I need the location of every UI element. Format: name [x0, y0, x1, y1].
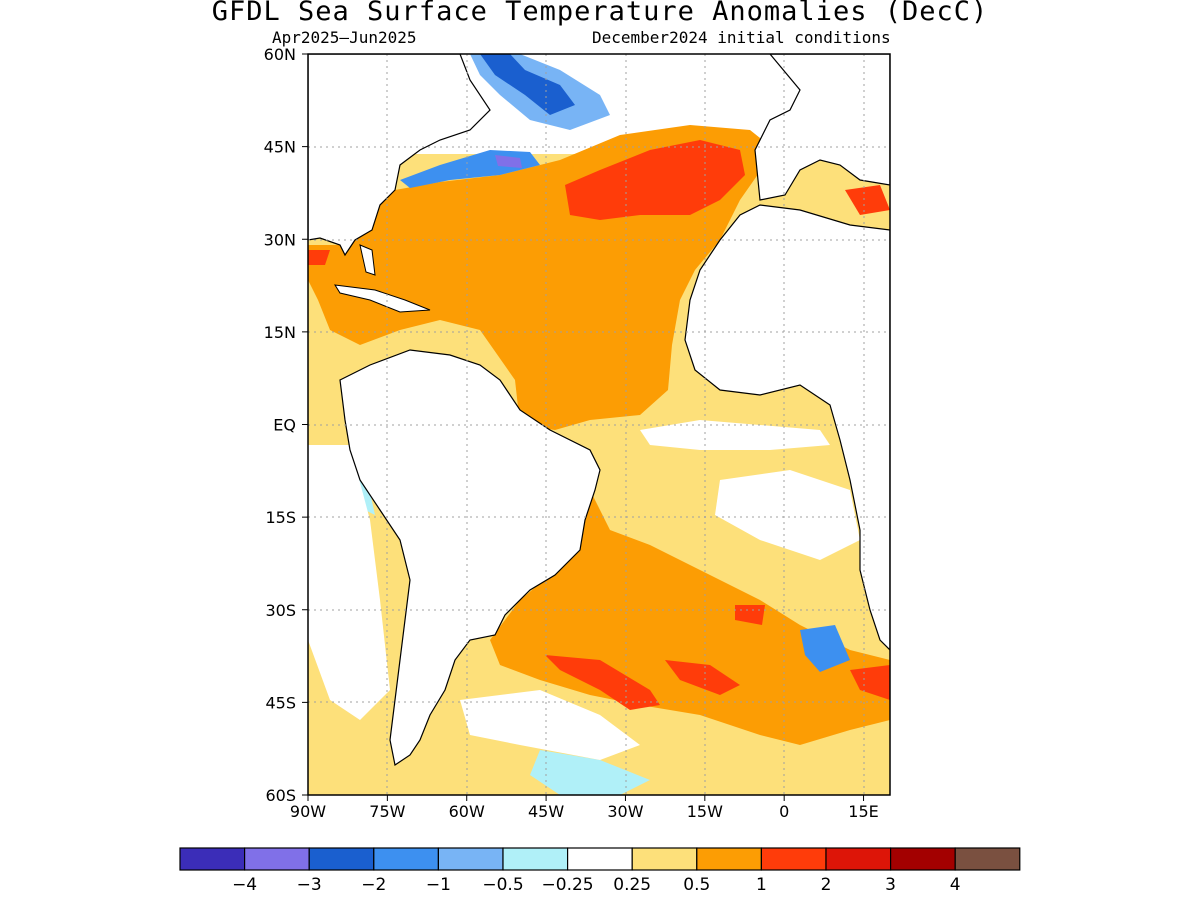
- lon-tick-label: 75W: [369, 802, 405, 821]
- colorbar-swatch: [373, 847, 439, 871]
- lat-tick-label: 60S: [265, 786, 296, 805]
- colorbar-swatch: [179, 847, 246, 871]
- lon-tick-label: 90W: [290, 802, 326, 821]
- lat-tick-label: 30N: [264, 230, 296, 249]
- caribbean-islands: [334, 284, 431, 313]
- colorbar-label: −0.5: [482, 875, 523, 895]
- hotspot-south-1: [545, 655, 660, 710]
- cool-labrador-core: [480, 54, 575, 115]
- lat-tick-label: 15S: [265, 508, 296, 527]
- colorbar-label: 0.5: [683, 875, 710, 895]
- lon-tick-label: 0: [779, 802, 789, 821]
- hotspot-gulf: [308, 250, 330, 265]
- colorbar-label: 2: [821, 875, 832, 895]
- colorbar-label: −3: [297, 875, 322, 895]
- lon-tick-label: 60W: [449, 802, 485, 821]
- neutral-south-central: [715, 470, 860, 560]
- map-title: GFDL Sea Surface Temperature Anomalies (…: [211, 0, 989, 27]
- north-america-land: [308, 54, 491, 257]
- colorbar-label: −2: [361, 875, 386, 895]
- lat-tick-label: 60N: [264, 45, 296, 64]
- initial-conditions: December2024 initial conditions: [592, 28, 891, 47]
- colorbar-swatch: [696, 847, 762, 871]
- colorbar-swatch: [954, 847, 1021, 871]
- neutral-southern: [460, 690, 640, 760]
- lat-tick-label: EQ: [273, 416, 296, 435]
- africa-land: [684, 204, 890, 651]
- lat-tick-label: 45N: [264, 138, 296, 157]
- lat-tick-label: 30S: [265, 601, 296, 620]
- south-america-land: [339, 349, 601, 766]
- lon-tick-label: 45W: [528, 802, 564, 821]
- lat-tick-label: 45S: [265, 693, 296, 712]
- lat-tick-label: 15N: [264, 323, 296, 342]
- colorbar-swatch: [631, 847, 698, 871]
- colorbar-swatch: [889, 847, 956, 871]
- hotspot-south-2: [665, 660, 740, 695]
- florida: [359, 244, 376, 276]
- colorbar-swatch: [760, 847, 827, 871]
- europe-land: [754, 54, 890, 201]
- neutral-equatorial: [640, 420, 830, 450]
- grid-lines: [308, 54, 890, 795]
- colorbar-label: −4: [232, 875, 257, 895]
- colorbar-swatch: [244, 847, 310, 871]
- colorbar-swatch: [437, 847, 504, 871]
- neutral-pacific: [308, 445, 390, 720]
- colorbar-swatch: [502, 847, 569, 871]
- colorbar-swatch: [825, 847, 892, 871]
- colorbar-swatch: [308, 847, 375, 871]
- colorbar-label: 0.25: [613, 875, 651, 895]
- hotspot-south-4: [735, 605, 765, 625]
- colorbar-label: 3: [885, 875, 896, 895]
- forecast-period: Apr2025–Jun2025: [272, 28, 417, 47]
- cool-southern-ocean: [530, 750, 650, 795]
- colorbar-labels: −4 −3 −2 −1 −0.5 −0.25 0.25 0.5 1 2 3 4: [232, 875, 961, 895]
- hotspot-mid-atlantic: [565, 140, 745, 220]
- colorbar-label: 4: [950, 875, 961, 895]
- hotspot-south-3: [850, 665, 890, 700]
- hotspot-mediterranean: [845, 185, 890, 215]
- colorbar-label: 1: [756, 875, 767, 895]
- colorbar-swatch: [566, 847, 633, 871]
- cool-south-africa: [800, 625, 850, 672]
- lon-tick-label: 15E: [848, 802, 878, 821]
- lon-tick-label: 30W: [607, 802, 643, 821]
- cool-newfoundland-core: [495, 155, 522, 168]
- colorbar-label: −1: [426, 875, 451, 895]
- lon-tick-label: 15W: [687, 802, 723, 821]
- colorbar-label: −0.25: [542, 875, 594, 895]
- colorbar-boxes: [179, 847, 1021, 871]
- map-area: [308, 54, 890, 795]
